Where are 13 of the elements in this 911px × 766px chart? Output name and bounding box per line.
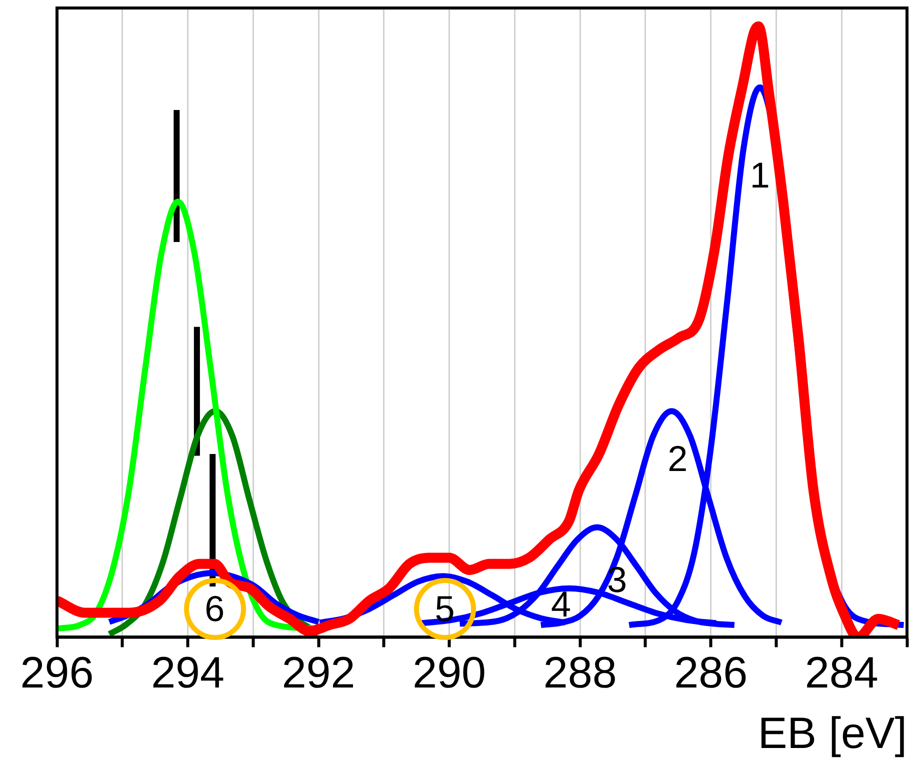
annotation: 1: [750, 154, 770, 196]
x-tick-label: 286: [674, 648, 748, 698]
x-tick-label: 284: [804, 648, 878, 698]
x-tick-label: 294: [151, 648, 224, 698]
x-tick-label: 296: [20, 648, 94, 698]
x-tick-label: 292: [282, 648, 356, 698]
x-tick-label: 290: [412, 648, 486, 698]
annotation: 4: [550, 583, 571, 624]
x-tick-label: 288: [543, 648, 617, 698]
x-axis-title: EB [eV]: [758, 709, 907, 758]
annotation: 6: [204, 588, 225, 629]
annotation: 3: [607, 559, 628, 600]
annotation: 2: [668, 438, 688, 480]
